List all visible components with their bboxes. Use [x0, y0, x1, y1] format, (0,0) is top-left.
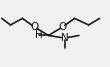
- Text: O: O: [30, 22, 38, 32]
- Text: H: H: [35, 30, 43, 40]
- Text: N: N: [61, 33, 69, 43]
- Text: O: O: [59, 22, 67, 32]
